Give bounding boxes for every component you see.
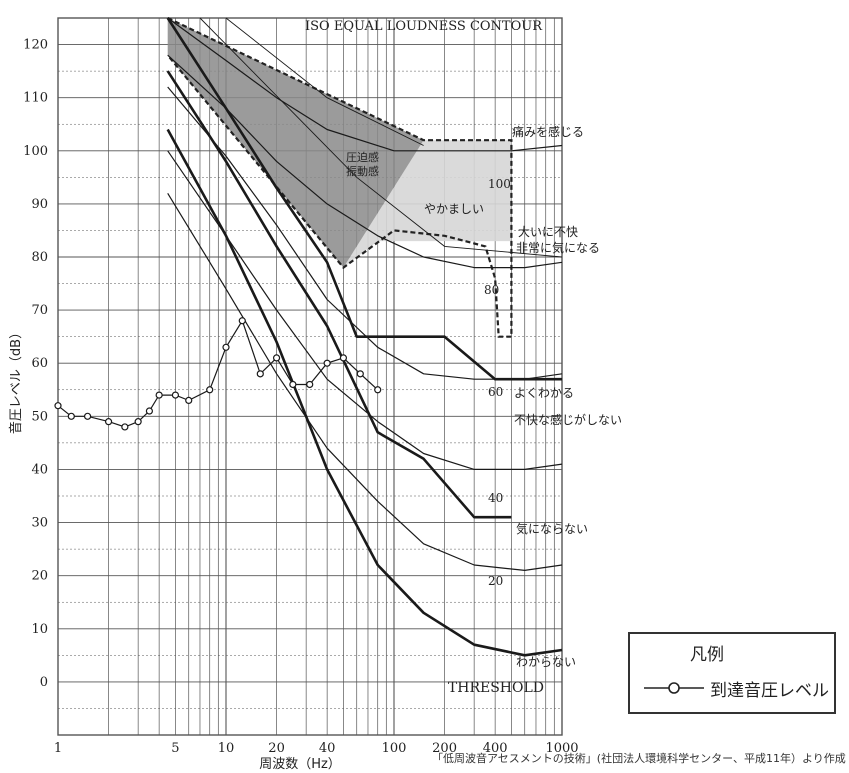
measured-line [57, 319, 379, 428]
y-tick-label: 110 [23, 91, 48, 106]
chart-title: ISO EQUAL LOUDNESS CONTOUR [305, 19, 543, 34]
source-note: 「低周波音アセスメントの技術」(社団法人環境科学センター、平成11年）より作成 [432, 752, 846, 765]
y-tick-label: 50 [31, 409, 48, 424]
y-tick-label: 90 [31, 197, 48, 212]
measured-point [323, 359, 331, 367]
series-label: THRESHOLD [448, 680, 544, 696]
x-tick-label: 1000 [545, 741, 578, 756]
zone-label: 大いに不快 [518, 225, 578, 239]
y-tick-label: 100 [23, 144, 48, 159]
loudness-curve [199, 17, 563, 258]
zone-label: 気にならない [516, 521, 588, 536]
x-tick-label: 200 [432, 741, 457, 756]
series-label: 100 [488, 177, 511, 191]
y-tick-label: 0 [40, 675, 48, 690]
measured-point [134, 418, 142, 426]
plot-frame [57, 17, 563, 736]
series-label: 40 [488, 491, 503, 505]
loudness-curve [166, 70, 512, 519]
measured-point [54, 402, 62, 410]
legend-marker-icon [644, 682, 704, 694]
measured-point [356, 370, 364, 378]
zone-label: 振動感 [346, 164, 379, 178]
loudness-curve [225, 17, 424, 146]
legend: 凡例 到達音圧レベル [628, 632, 836, 714]
zone-label: 圧迫感 [346, 150, 379, 164]
y-axis-title: 音圧レベル（dB） [8, 326, 24, 434]
measured-point [289, 380, 297, 389]
x-tick-label: 1 [54, 741, 62, 756]
zone-label: 非常に気になる [516, 240, 600, 255]
series-label: 80 [484, 283, 499, 297]
measured-point [155, 391, 163, 399]
x-tick-label: 40 [319, 741, 336, 756]
x-tick-label: 100 [382, 741, 407, 756]
loudness-curve [166, 128, 563, 657]
measured-point [121, 423, 129, 431]
measured-point [104, 418, 113, 426]
chart-labels: ISO EQUAL LOUDNESS CONTOUR THRESHOLD 100 80… [305, 19, 622, 696]
y-tick-label: 20 [31, 569, 48, 584]
measured-point [238, 317, 246, 325]
x-tick-label: 5 [171, 741, 179, 756]
legend-title: 凡例 [690, 645, 724, 665]
measured-point [306, 380, 314, 389]
zone-label: やかましい [424, 202, 484, 216]
y-tick-label: 120 [23, 38, 48, 53]
x-tick-label: 20 [268, 741, 285, 756]
measured-point [83, 412, 92, 420]
measured-point [256, 370, 264, 378]
loudness-curve [167, 54, 563, 269]
zone-label: よくわかる [514, 386, 574, 400]
measured-point [171, 391, 180, 399]
loudness-curve [167, 150, 563, 470]
measured-point [339, 354, 348, 362]
measured-point [222, 343, 230, 351]
y-tick-label: 30 [31, 516, 48, 531]
series-label: 60 [488, 385, 503, 399]
measured-point [272, 354, 281, 362]
region-dark [167, 18, 424, 268]
y-tick-label: 40 [31, 462, 48, 477]
zone-label: 不快な感じがしない [514, 412, 622, 427]
measured-point [145, 407, 154, 415]
y-tick-label: 10 [31, 622, 48, 637]
x-axis-title: 周波数（Hz） [259, 757, 341, 772]
loudness-curve [167, 17, 563, 152]
shaded-regions [166, 17, 513, 338]
measured-series [54, 317, 382, 431]
axis-ticks: 1 5 10 20 40 100 200 400 1000 0 10 20 30 40 50 60 70 80 90… [8, 38, 579, 772]
zone-label: 痛みを感じる [512, 124, 584, 139]
measured-point [206, 386, 214, 394]
loudness-curve [166, 17, 562, 381]
x-tick-label: 400 [483, 741, 508, 756]
region-light [343, 140, 512, 268]
series-label: 20 [488, 574, 503, 588]
dashed-region-boundary [166, 17, 513, 338]
y-tick-label: 80 [31, 250, 48, 265]
measured-point [374, 386, 382, 394]
zone-label: わからない [516, 655, 576, 669]
x-tick-label: 10 [218, 741, 235, 756]
legend-entry-label: 到達音圧レベル [710, 681, 829, 701]
measured-point [185, 396, 193, 404]
y-tick-label: 60 [31, 356, 48, 371]
y-tick-label: 70 [31, 303, 48, 318]
measured-point [67, 412, 75, 420]
